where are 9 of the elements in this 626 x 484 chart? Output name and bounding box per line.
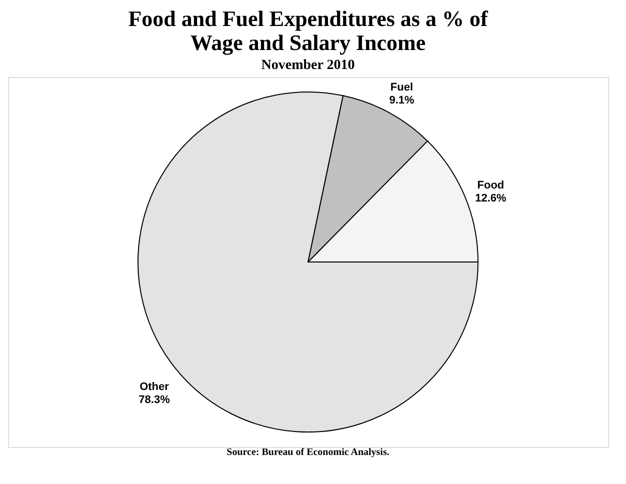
- data-label: 78.3%: [138, 394, 170, 406]
- data-label: 12.6%: [475, 192, 506, 205]
- slice-label: Fuel: [390, 82, 414, 94]
- data-label: 9.1%: [389, 94, 414, 107]
- slice-label: Food: [477, 180, 504, 192]
- chart-title: Food and Fuel Expenditures as a % of Wage and Salary Income: [128, 6, 488, 55]
- slice-label: Other: [140, 380, 170, 393]
- chart-subtitle: November 2010: [261, 58, 355, 73]
- source-note: Source: Bureau of Economic Analysis.: [226, 447, 390, 458]
